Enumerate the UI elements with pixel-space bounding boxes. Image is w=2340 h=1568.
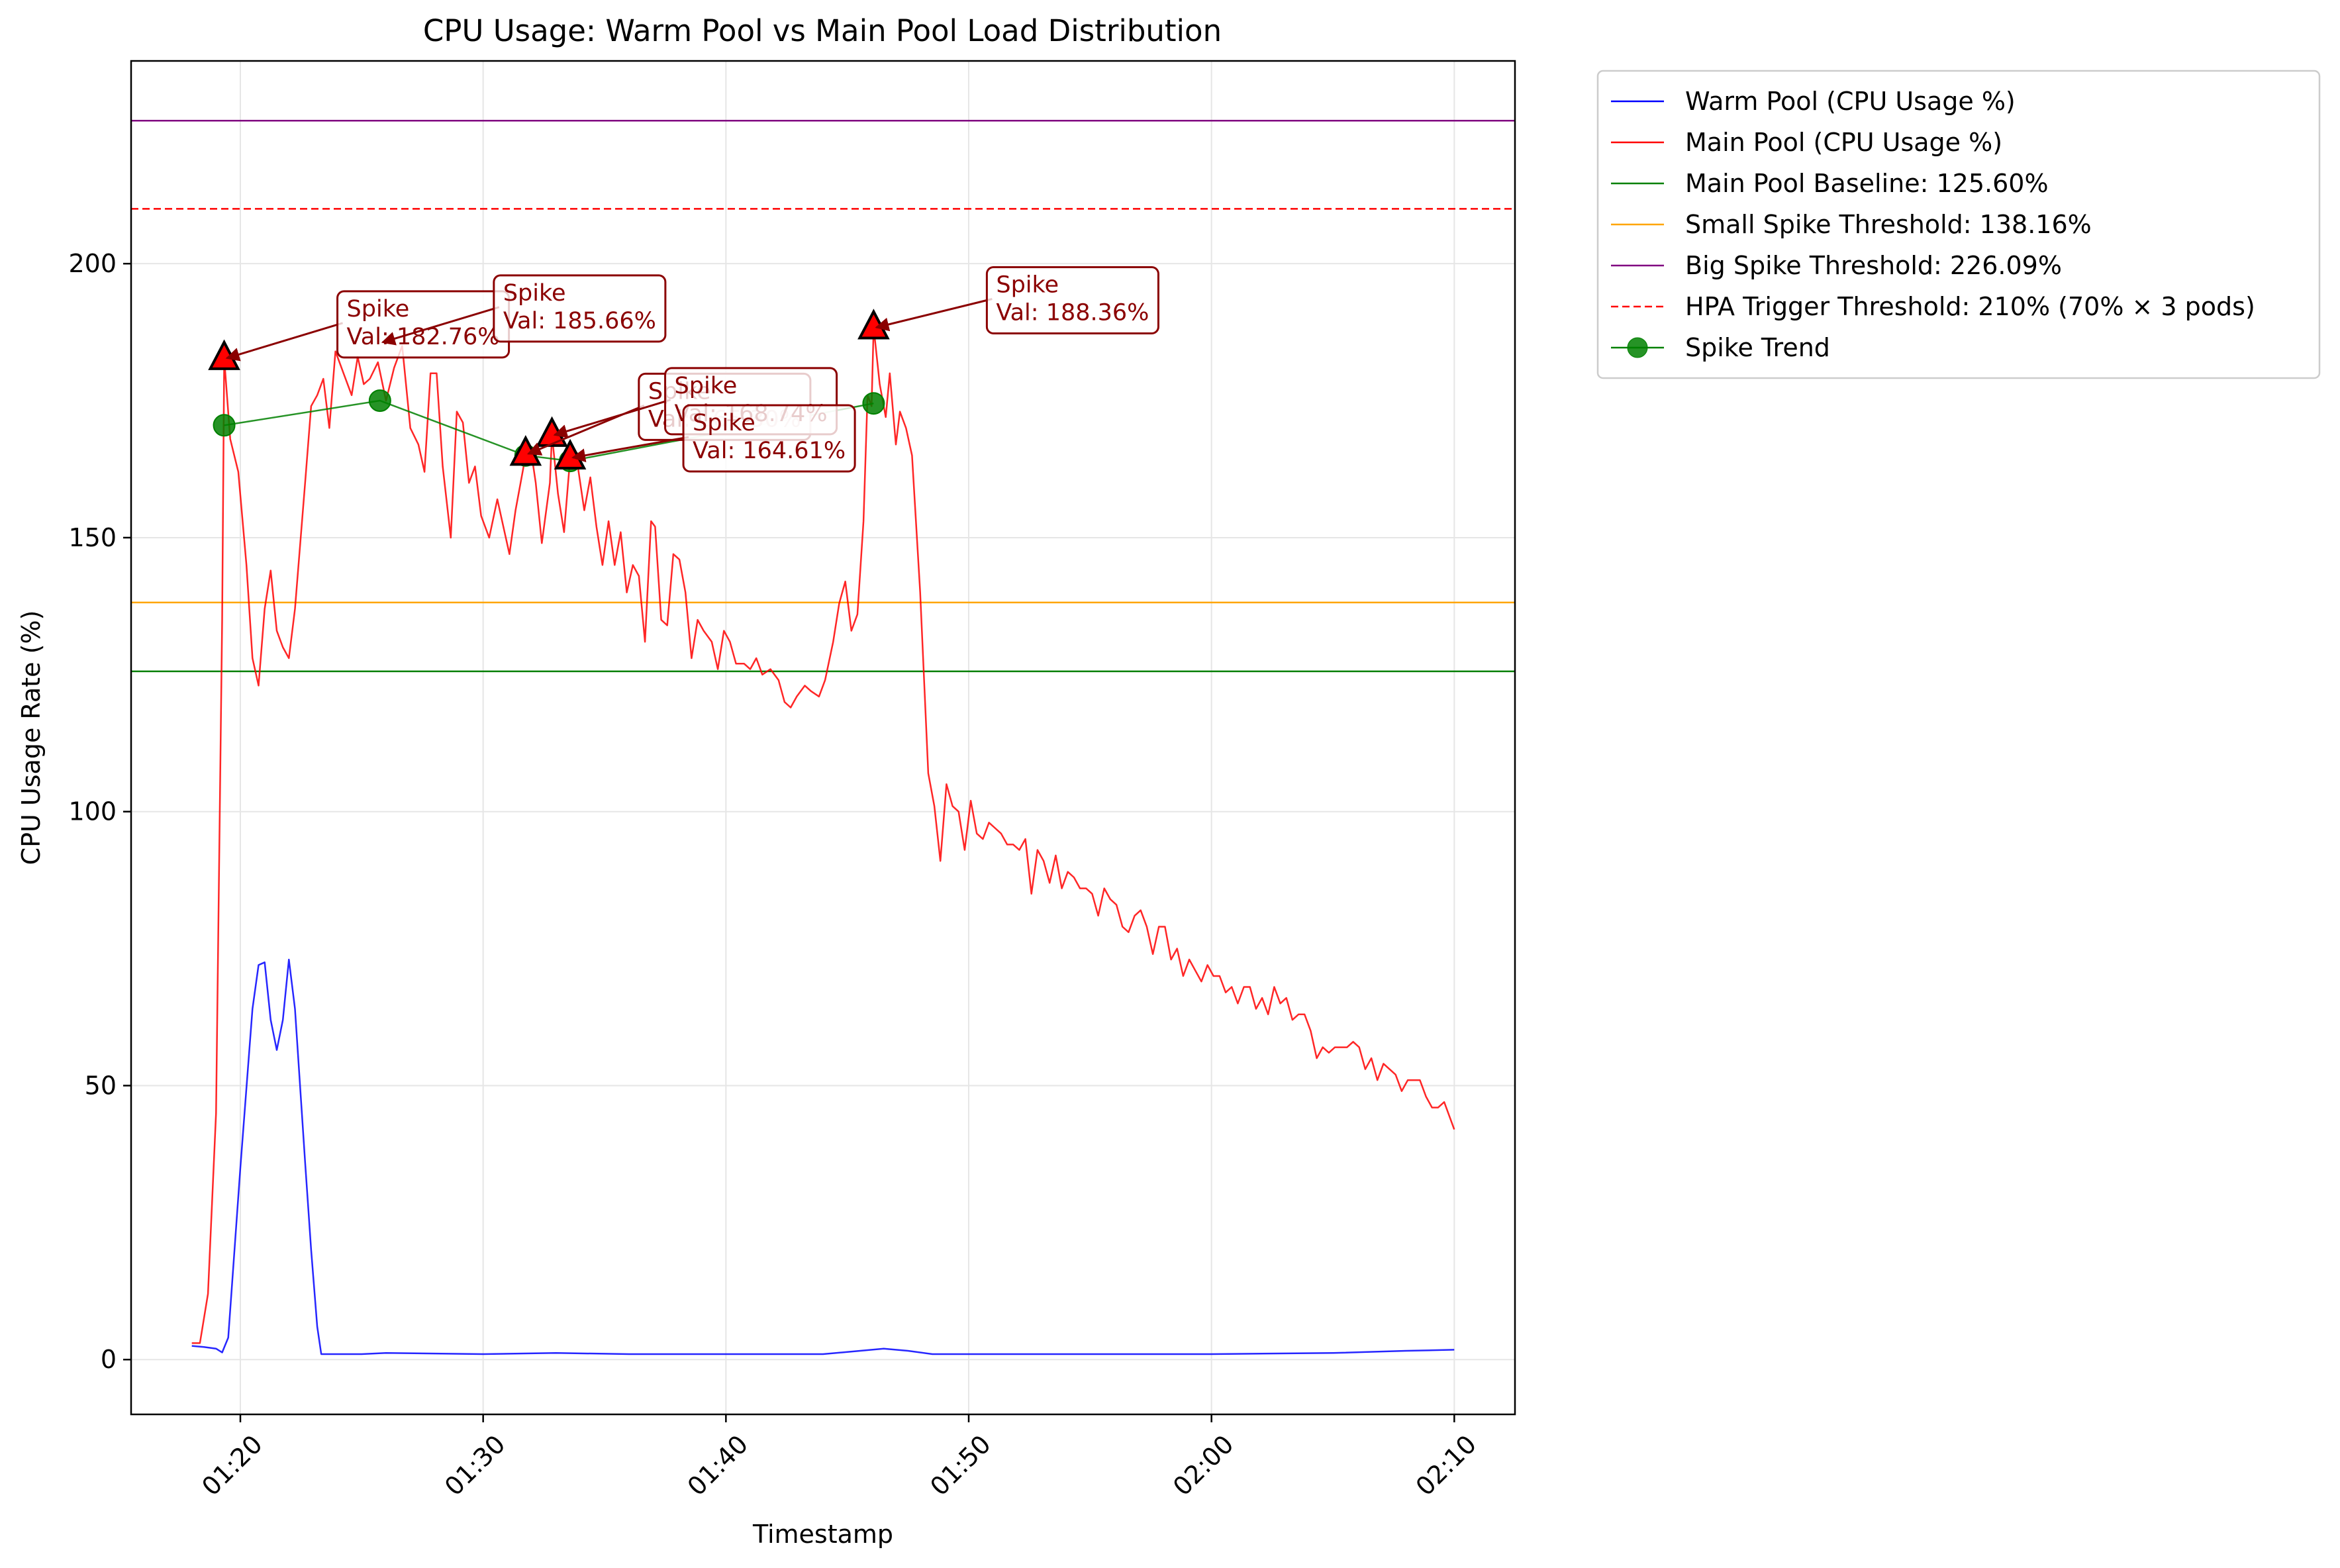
legend-label: Small Spike Threshold: 138.16% bbox=[1685, 210, 2092, 239]
legend-label: Warm Pool (CPU Usage %) bbox=[1685, 87, 2016, 116]
legend-box bbox=[1596, 70, 2321, 379]
annotation-value: Val: 185.66% bbox=[503, 308, 656, 334]
grid bbox=[131, 61, 1515, 1414]
x-axis-label: Timestamp bbox=[752, 1520, 893, 1549]
legend-marker bbox=[1627, 337, 1648, 358]
annotation-title: Spike bbox=[347, 296, 410, 322]
annotation-box bbox=[493, 274, 667, 343]
annotation-title: Spike bbox=[693, 410, 756, 436]
annotation-value: Val: 188.36% bbox=[996, 300, 1149, 326]
legend-label: Big Spike Threshold: 226.09% bbox=[1685, 251, 2062, 280]
legend-label: Main Pool Baseline: 125.60% bbox=[1685, 169, 2049, 198]
annotation-arrow bbox=[571, 436, 689, 463]
annotation-box bbox=[682, 404, 856, 473]
legend-label: Main Pool (CPU Usage %) bbox=[1685, 128, 2002, 157]
y-tick-label: 0 bbox=[101, 1345, 117, 1374]
reference-lines bbox=[131, 120, 1515, 673]
annotation-arrow bbox=[553, 399, 671, 438]
spike-trend-point bbox=[213, 414, 236, 437]
series-line bbox=[191, 958, 1455, 1355]
annotation-arrow bbox=[225, 322, 343, 362]
annotation-title: Spike bbox=[503, 280, 566, 307]
annotation-value: Val: 182.76% bbox=[347, 324, 500, 350]
annotation-arrow bbox=[875, 298, 993, 332]
legend: Warm Pool (CPU Usage %) Main Pool (CPU Us… bbox=[1596, 70, 2321, 379]
spike-trend-point bbox=[862, 392, 885, 415]
annotation-value: Val: 164.61% bbox=[693, 438, 846, 464]
y-tick-label: 150 bbox=[68, 523, 117, 552]
chart-title: CPU Usage: Warm Pool vs Main Pool Load D… bbox=[423, 13, 1222, 48]
series-line bbox=[191, 326, 1455, 1344]
annotation-title: Spike bbox=[675, 373, 738, 399]
annotation-title: Spike bbox=[996, 272, 1059, 299]
spike-trend-point bbox=[368, 389, 391, 413]
annotation-arrow bbox=[381, 306, 500, 346]
plot-frame bbox=[130, 60, 1516, 1416]
legend-label: HPA Trigger Threshold: 210% (70% × 3 pod… bbox=[1685, 292, 2255, 321]
annotation-box bbox=[985, 266, 1159, 335]
y-tick-label: 200 bbox=[68, 249, 117, 278]
data-series bbox=[191, 326, 1455, 1355]
y-axis-label: CPU Usage Rate (%) bbox=[17, 611, 46, 865]
legend-label: Spike Trend bbox=[1685, 333, 1830, 362]
y-tick-label: 50 bbox=[85, 1071, 117, 1100]
y-tick-label: 100 bbox=[68, 797, 117, 826]
